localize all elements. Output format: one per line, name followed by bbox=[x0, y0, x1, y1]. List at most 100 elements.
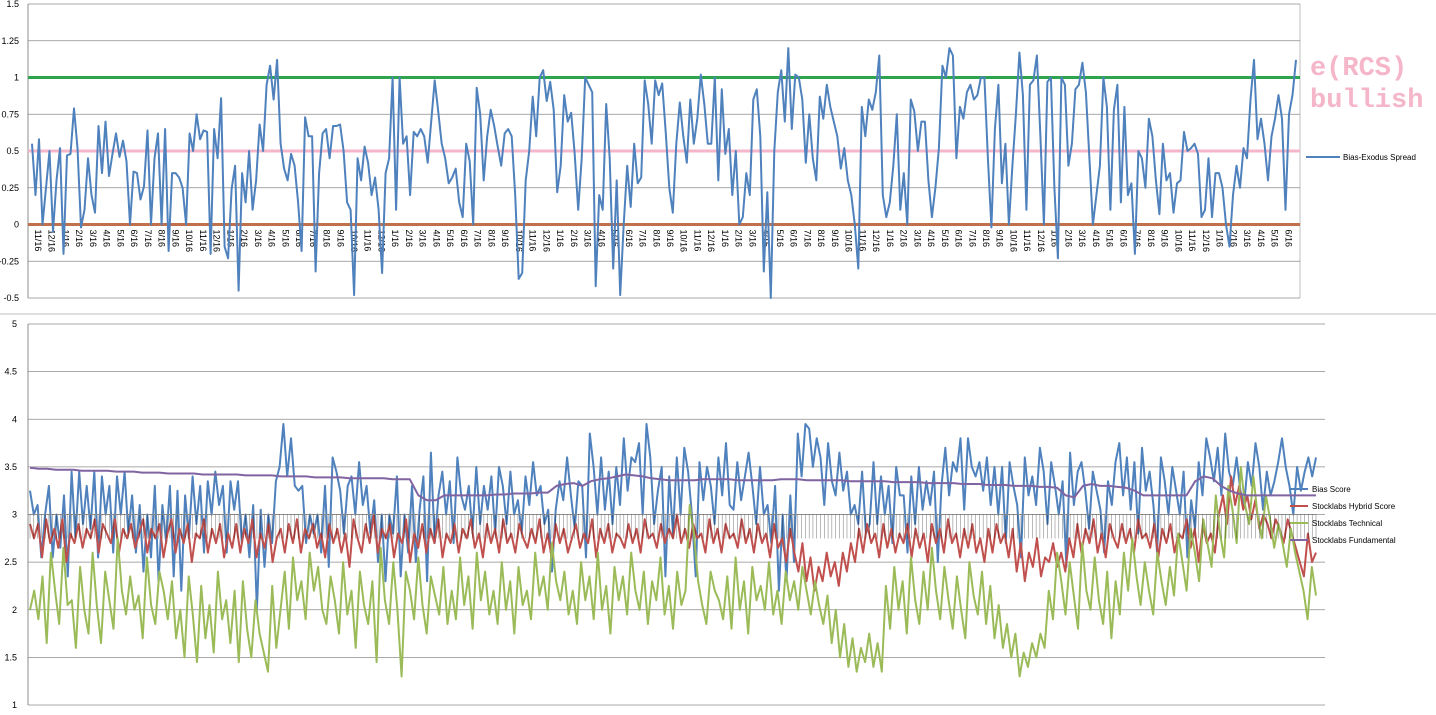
spread-x-tick-label: 8/16 bbox=[651, 230, 661, 248]
spread-chart-series bbox=[31, 47, 1297, 299]
spread-x-tick-label: 11/16 bbox=[363, 230, 373, 252]
spread-x-tick-label: 2/16 bbox=[239, 230, 249, 248]
spread-x-tick-label: 7/16 bbox=[802, 230, 812, 248]
spread-x-tick-label: 12/16 bbox=[377, 230, 387, 253]
spread-x-tick-label: 7/16 bbox=[967, 230, 977, 248]
spread-x-tick-label: 6/16 bbox=[1118, 230, 1128, 248]
spread-y-tick-label: 0 bbox=[14, 220, 19, 230]
spread-x-tick-label: 11/16 bbox=[857, 230, 867, 252]
spread-x-tick-label: 1/16 bbox=[61, 230, 71, 248]
spread-x-tick-label: 3/16 bbox=[1242, 230, 1252, 248]
spread-x-tick-label: 2/16 bbox=[569, 230, 579, 248]
spread-x-tick-label: 11/16 bbox=[33, 230, 43, 252]
spread-x-tick-label: 4/16 bbox=[431, 230, 441, 248]
scores-legend-label: Bias Score bbox=[1312, 485, 1351, 494]
scores-series-line bbox=[29, 466, 1316, 502]
spread-x-tick-label: 9/16 bbox=[335, 230, 345, 248]
spread-x-tick-label: 10/16 bbox=[1009, 230, 1019, 253]
spread-x-tick-label: 5/16 bbox=[940, 230, 950, 248]
spread-y-tick-label: 0.5 bbox=[6, 146, 19, 156]
spread-x-tick-label: 9/16 bbox=[1160, 230, 1170, 248]
spread-x-tick-label: 12/16 bbox=[706, 230, 716, 253]
spread-x-tick-label: 1/16 bbox=[720, 230, 730, 248]
spread-x-tick-label: 8/16 bbox=[1146, 230, 1156, 248]
spread-x-tick-label: 2/16 bbox=[404, 230, 414, 248]
spread-x-tick-label: 3/16 bbox=[418, 230, 428, 248]
scores-chart-series bbox=[29, 423, 1317, 678]
scores-chart-y-axis: 5 4.5 4 3.5 3 2.5 2 1.5 1 bbox=[4, 319, 17, 710]
spread-x-tick-label: 12/16 bbox=[871, 230, 881, 253]
spread-x-tick-label: 5/16 bbox=[280, 230, 290, 248]
spread-x-tick-label: 12/16 bbox=[541, 230, 551, 253]
spread-x-tick-label: 10/16 bbox=[679, 230, 689, 253]
spread-x-tick-label: 2/16 bbox=[1228, 230, 1238, 248]
spread-x-tick-label: 9/16 bbox=[665, 230, 675, 248]
scores-series-line bbox=[29, 465, 1317, 678]
spread-x-tick-label: 5/16 bbox=[445, 230, 455, 248]
scores-legend-label: Stocklabs Fundamental bbox=[1312, 536, 1396, 545]
spread-x-tick-label: 8/16 bbox=[816, 230, 826, 248]
spread-x-tick-label: 2/16 bbox=[734, 230, 744, 248]
spread-x-tick-label: 4/16 bbox=[926, 230, 936, 248]
spread-x-tick-label: 8/16 bbox=[486, 230, 496, 248]
spread-y-tick-label: 1.25 bbox=[1, 36, 19, 46]
spread-x-tick-label: 10/16 bbox=[184, 230, 194, 253]
spread-x-tick-label: 7/16 bbox=[638, 230, 648, 248]
spread-x-tick-label: 7/16 bbox=[1132, 230, 1142, 248]
scores-chart-x-axis bbox=[28, 514, 1317, 539]
spread-x-tick-label: 7/16 bbox=[473, 230, 483, 248]
spread-x-tick-label: 5/16 bbox=[1270, 230, 1280, 248]
scores-y-tick-label: 5 bbox=[12, 319, 17, 329]
spread-chart-x-axis: 11/16 12/16 1/16 2/16 3/16 4/16 5/16 6/16 7/16 8/… bbox=[33, 230, 1293, 253]
spread-x-tick-label: 3/16 bbox=[747, 230, 757, 248]
spread-y-tick-label: 0.75 bbox=[1, 109, 19, 119]
spread-x-tick-label: 10/16 bbox=[514, 230, 524, 253]
spread-annotation-line: e(RCS) bbox=[1310, 54, 1407, 84]
spread-x-tick-label: 7/16 bbox=[143, 230, 153, 248]
spread-x-tick-label: 9/16 bbox=[170, 230, 180, 248]
spread-x-tick-label: 1/16 bbox=[1050, 230, 1060, 248]
spread-x-tick-label: 1/16 bbox=[225, 230, 235, 248]
scores-y-tick-label: 1 bbox=[12, 700, 17, 710]
spread-x-tick-label: 1/16 bbox=[1215, 230, 1225, 248]
spread-x-tick-label: 1/16 bbox=[885, 230, 895, 248]
spread-y-tick-label: 1.5 bbox=[6, 0, 19, 9]
spread-x-tick-label: 11/16 bbox=[1022, 230, 1032, 252]
scores-y-tick-label: 3 bbox=[12, 510, 17, 520]
scores-chart-legend: Bias Score Stocklabs Hybrid Score Stocklab… bbox=[1290, 485, 1396, 545]
spread-x-tick-label: 3/16 bbox=[1077, 230, 1087, 248]
spread-x-tick-label: 5/16 bbox=[775, 230, 785, 248]
spread-x-tick-label: 12/16 bbox=[47, 230, 57, 253]
spread-x-tick-label: 10/16 bbox=[349, 230, 359, 253]
spread-x-tick-label: 11/16 bbox=[693, 230, 703, 252]
scores-y-tick-label: 4 bbox=[12, 414, 17, 424]
spread-x-tick-label: 4/16 bbox=[102, 230, 112, 248]
spread-x-tick-label: 1/16 bbox=[390, 230, 400, 248]
spread-x-tick-label: 8/16 bbox=[322, 230, 332, 248]
spread-x-tick-label: 4/16 bbox=[596, 230, 606, 248]
spread-x-tick-label: 6/16 bbox=[459, 230, 469, 248]
spread-x-tick-label: 12/16 bbox=[1036, 230, 1046, 253]
spread-x-tick-label: 4/16 bbox=[1091, 230, 1101, 248]
spread-x-tick-label: 3/16 bbox=[583, 230, 593, 248]
spread-annotation-line: bullish bbox=[1310, 86, 1423, 116]
spread-x-tick-label: 6/16 bbox=[954, 230, 964, 248]
scores-legend-label: Stocklabs Hybrid Score bbox=[1312, 502, 1396, 511]
scores-y-tick-label: 2 bbox=[12, 605, 17, 615]
spread-chart-legend: Bias-Exodus Spread bbox=[1306, 153, 1416, 162]
spread-x-tick-label: 9/16 bbox=[500, 230, 510, 248]
spread-y-tick-label: 1 bbox=[14, 73, 19, 83]
spread-x-tick-label: 9/16 bbox=[830, 230, 840, 248]
scores-legend-label: Stocklabs Technical bbox=[1312, 519, 1382, 528]
spread-x-tick-label: 5/16 bbox=[1105, 230, 1115, 248]
spread-x-tick-label: 8/16 bbox=[981, 230, 991, 248]
spread-x-tick-label: 11/16 bbox=[1187, 230, 1197, 252]
spread-x-tick-label: 1/16 bbox=[555, 230, 565, 248]
spread-x-tick-label: 6/16 bbox=[789, 230, 799, 248]
scores-y-tick-label: 4.5 bbox=[4, 367, 17, 377]
spread-x-tick-label: 8/16 bbox=[157, 230, 167, 248]
spread-x-tick-label: 11/16 bbox=[198, 230, 208, 252]
spread-chart-annotation: e(RCS)bullish bbox=[1310, 54, 1423, 116]
